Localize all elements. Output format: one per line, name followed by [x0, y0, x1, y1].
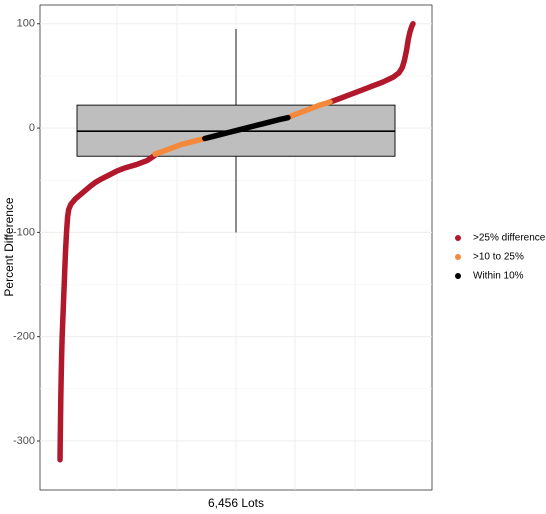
point-trace — [57, 21, 416, 463]
y-tick-label: -100 — [13, 226, 35, 238]
y-tick-label: -200 — [13, 331, 35, 343]
point-trace — [152, 99, 333, 157]
x-axis-title: 6,456 Lots — [208, 496, 264, 510]
y-tick-label: 0 — [29, 122, 35, 134]
legend-swatch — [455, 273, 461, 279]
legend-label: >10 to 25% — [473, 252, 524, 263]
y-tick-label: 100 — [17, 18, 35, 30]
point-trace — [202, 114, 291, 142]
legend-label: Within 10% — [473, 271, 524, 282]
legend-swatch — [455, 235, 461, 241]
y-axis-title: Percent Difference — [2, 197, 16, 296]
y-tick-label: -300 — [13, 435, 35, 447]
legend-swatch — [455, 254, 461, 260]
legend-label: >25% difference — [473, 233, 546, 244]
